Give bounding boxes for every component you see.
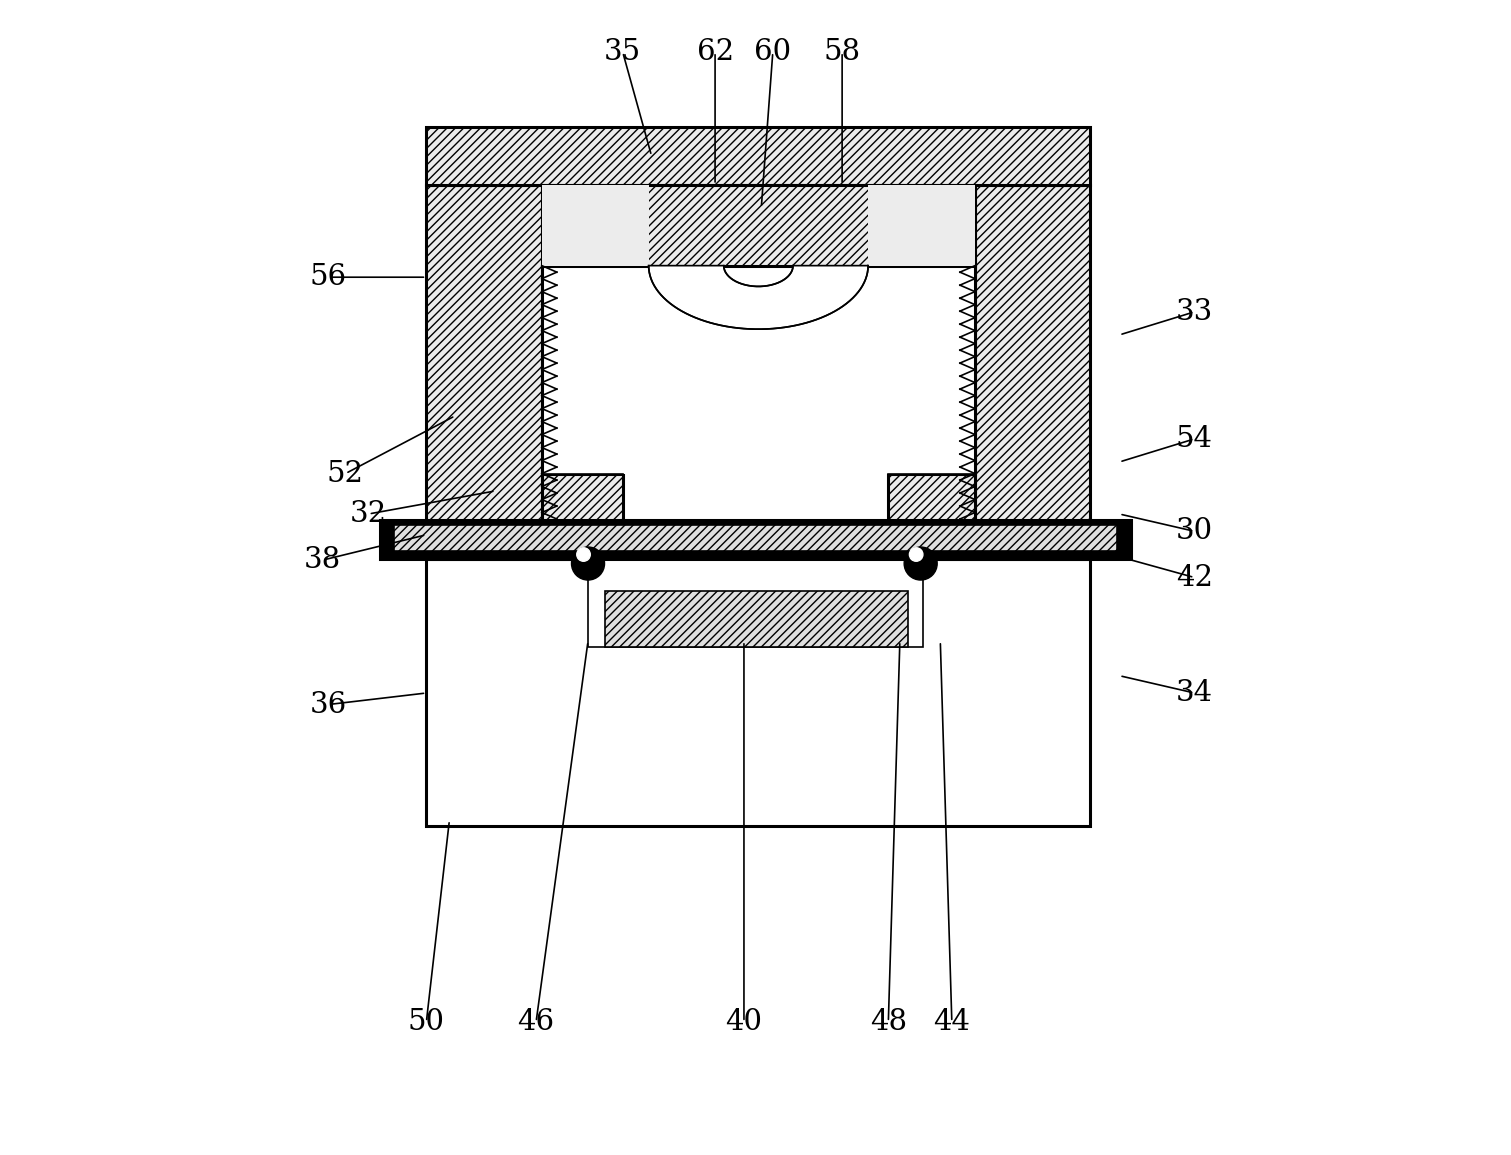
Bar	[426, 185, 542, 526]
Text: 32: 32	[351, 500, 387, 528]
Bar	[426, 127, 1091, 185]
Bar	[431, 647, 1086, 821]
Bar	[542, 185, 648, 266]
Bar	[426, 559, 1091, 826]
Bar	[975, 185, 1091, 526]
Text: 35: 35	[604, 38, 641, 66]
Bar	[431, 564, 588, 821]
Bar	[381, 520, 1130, 559]
Text: 40: 40	[725, 1008, 763, 1036]
Bar	[588, 559, 923, 647]
Text: 42: 42	[1176, 564, 1213, 591]
Bar	[542, 474, 623, 526]
Text: 33: 33	[1176, 298, 1213, 326]
Circle shape	[577, 547, 591, 561]
Text: 58: 58	[823, 38, 861, 66]
Text: 46: 46	[517, 1008, 555, 1036]
Text: 38: 38	[304, 546, 341, 574]
Bar	[923, 564, 1086, 821]
Text: 34: 34	[1176, 679, 1213, 707]
Bar	[394, 526, 1117, 551]
Text: 62: 62	[697, 38, 734, 66]
Circle shape	[904, 547, 937, 580]
Text: 44: 44	[934, 1008, 970, 1036]
Bar	[542, 185, 975, 266]
Text: 30: 30	[1176, 517, 1213, 545]
Text: 56: 56	[310, 263, 346, 291]
Text: 48: 48	[870, 1008, 907, 1036]
Bar	[869, 185, 975, 266]
Text: 36: 36	[310, 691, 348, 718]
Bar	[542, 266, 975, 474]
Bar	[606, 591, 908, 647]
Bar	[888, 474, 975, 526]
Circle shape	[571, 547, 604, 580]
Text: 54: 54	[1176, 425, 1213, 453]
Circle shape	[910, 547, 923, 561]
Text: 50: 50	[408, 1008, 444, 1036]
Text: 60: 60	[754, 38, 792, 66]
Polygon shape	[648, 266, 869, 329]
Text: 52: 52	[326, 460, 364, 487]
